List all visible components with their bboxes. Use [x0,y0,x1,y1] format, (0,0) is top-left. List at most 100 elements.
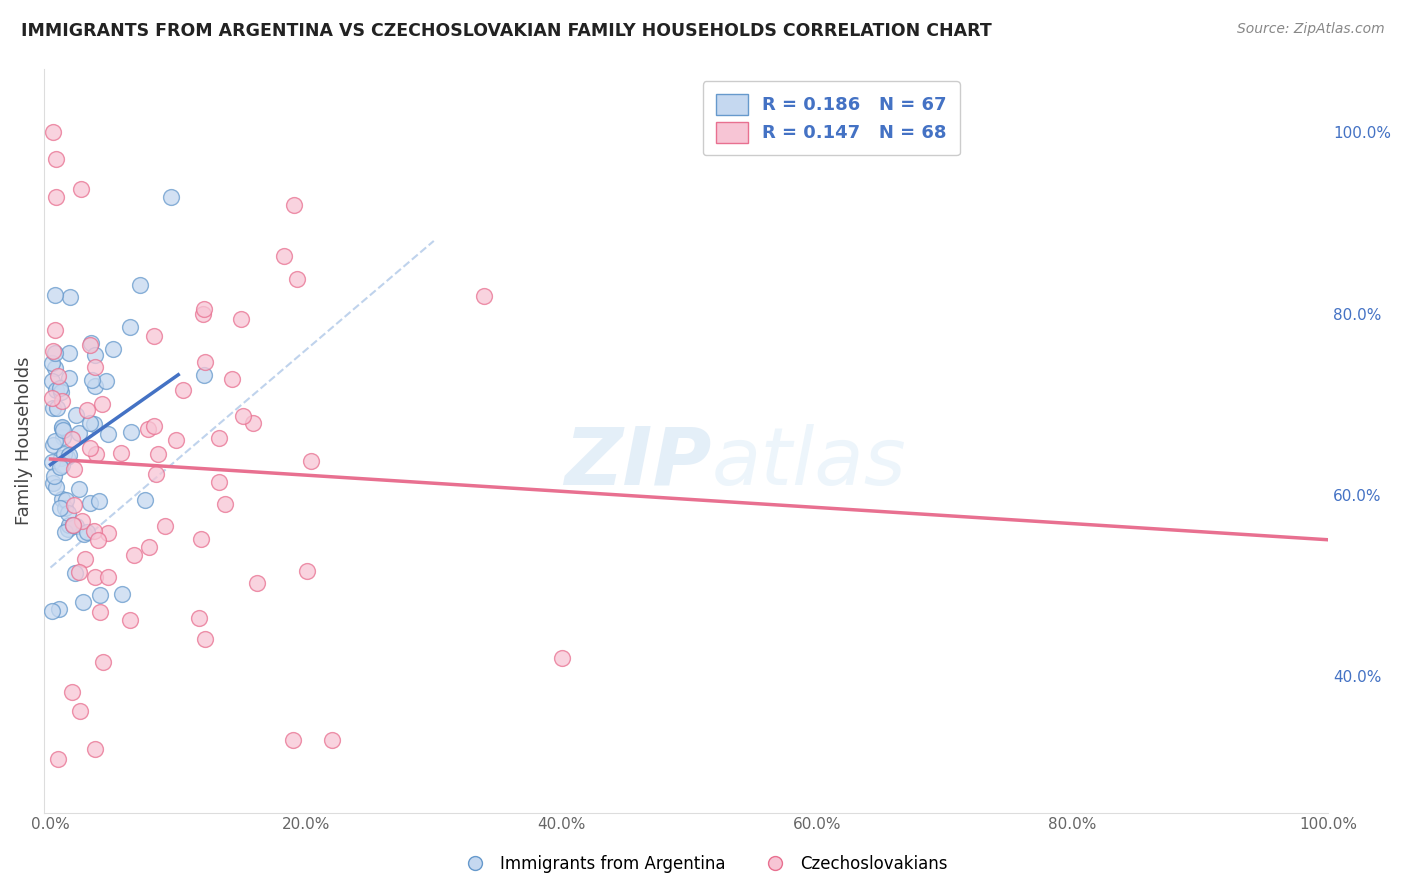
Point [65,409,87,423]
Point [60,432,83,446]
Point [160,190,183,204]
Point [52,430,75,444]
Point [56,450,79,464]
Point [91,397,114,411]
Point [84,379,107,393]
Point [136,422,159,436]
Point [246,576,269,591]
Point [42,401,65,415]
Point [51,421,73,435]
Point [84,447,107,461]
Point [45,479,67,493]
Point [41,438,63,452]
Point [145,467,167,481]
Point [79,416,101,430]
Point [58,371,80,385]
Point [67,482,90,496]
Point [65,566,87,580]
Point [111,587,134,601]
Point [172,383,194,397]
Point [142,419,165,434]
Point [49,459,72,474]
Point [62,462,84,476]
Point [65,518,87,533]
Point [193,302,215,317]
Point [89,588,111,602]
Point [79,338,101,352]
Point [48,602,70,616]
Text: IMMIGRANTS FROM ARGENTINA VS CZECHOSLOVAKIAN FAMILY HOUSEHOLDS CORRELATION CHART: IMMIGRANTS FROM ARGENTINA VS CZECHOSLOVA… [21,22,991,40]
Point [165,433,187,447]
Point [232,409,254,423]
Point [51,492,73,507]
Point [231,311,253,326]
Point [44,323,66,337]
Point [41,375,63,389]
Point [76,403,98,417]
Point [83,359,105,374]
Point [49,385,72,400]
Point [62,685,84,699]
Point [51,393,73,408]
Point [89,494,111,508]
Point [242,416,264,430]
Point [67,565,90,579]
Point [83,417,105,432]
Point [193,368,215,383]
Text: Source: ZipAtlas.com: Source: ZipAtlas.com [1237,22,1385,37]
Point [45,190,67,204]
Point [91,655,114,669]
Point [56,522,79,536]
Point [193,307,215,321]
Point [73,551,96,566]
Point [70,182,93,196]
Point [41,604,63,618]
Point [83,524,105,538]
Point [188,611,211,625]
Point [283,198,305,212]
Point [49,381,72,395]
Point [44,287,66,301]
Point [56,506,79,520]
Point [41,455,63,469]
Point [472,288,495,302]
Point [45,401,67,415]
Point [120,425,142,440]
Point [83,569,105,583]
Point [53,524,76,539]
Point [44,434,66,448]
Point [221,372,243,386]
Point [146,447,169,461]
Point [87,533,110,547]
Point [72,595,94,609]
Y-axis label: Family Households: Family Households [15,356,32,524]
Point [67,425,90,440]
Point [45,153,67,167]
Point [138,540,160,554]
Point [208,431,231,445]
Point [58,518,80,533]
Legend: Immigrants from Argentina, Czechoslovakians: Immigrants from Argentina, Czechoslovaki… [451,848,955,880]
Point [62,517,84,532]
Point [273,249,295,263]
Point [194,632,217,647]
Point [69,704,91,718]
Point [285,272,308,286]
Point [41,391,63,405]
Point [79,336,101,351]
Point [62,517,84,532]
Point [142,328,165,343]
Point [58,448,80,462]
Point [59,290,82,304]
Point [208,475,231,490]
Point [51,458,73,473]
Point [41,125,63,139]
Point [550,651,572,665]
Point [45,384,67,398]
Point [153,519,176,533]
Point [41,476,63,491]
Point [53,500,76,515]
Point [97,427,120,442]
Point [44,468,66,483]
Point [53,447,76,461]
